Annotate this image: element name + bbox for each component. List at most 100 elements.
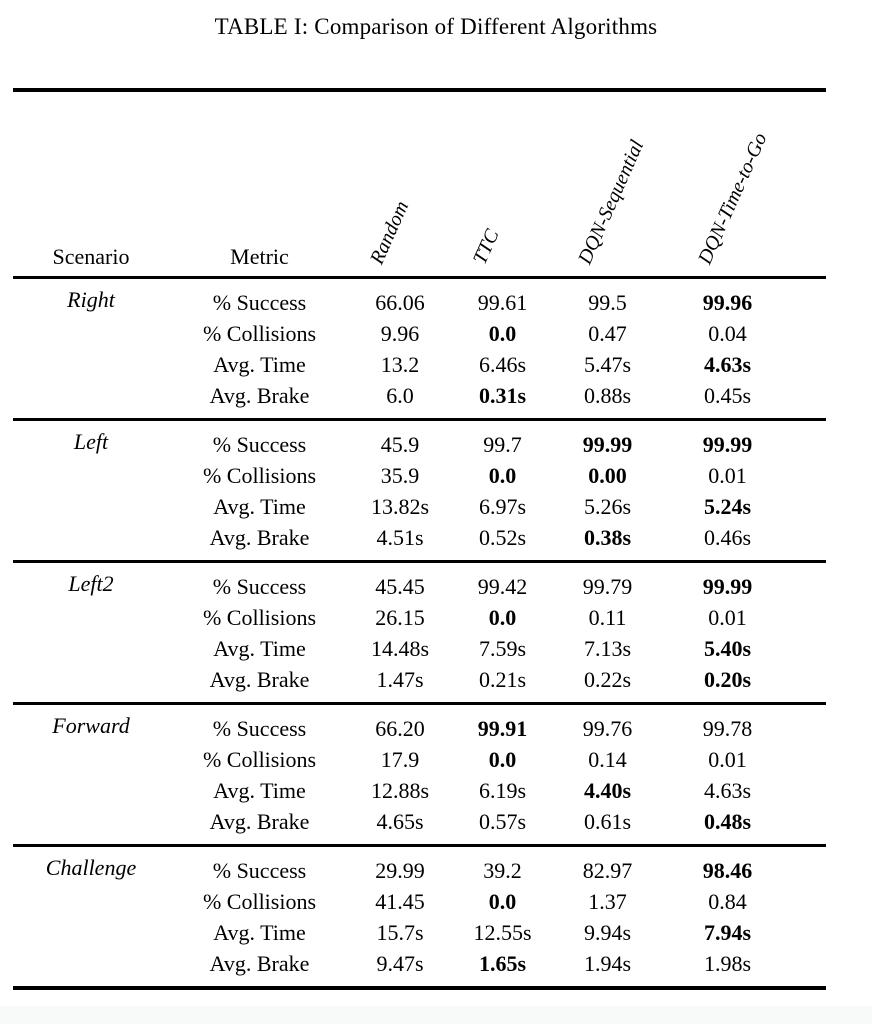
value-cell: 9.94s bbox=[583, 919, 632, 945]
value-cell: 13.82s bbox=[370, 493, 430, 519]
metric-label: % Success bbox=[212, 573, 307, 599]
value-cell: 4.65s bbox=[376, 808, 424, 834]
metric-label: % Success bbox=[212, 289, 307, 315]
scenario-label: Left bbox=[73, 429, 109, 454]
metric-label: % Collisions bbox=[202, 746, 317, 772]
scenario-label: Left2 bbox=[68, 571, 114, 596]
value-cell: 41.45 bbox=[375, 888, 425, 914]
scenario-label: Challenge bbox=[45, 855, 137, 880]
metric-label: % Success bbox=[212, 715, 307, 741]
value-cell: 0.21s bbox=[478, 666, 527, 692]
value-cell: 6.19s bbox=[478, 777, 527, 803]
value-cell: 0.0 bbox=[488, 604, 517, 630]
metric-label: % Success bbox=[212, 857, 307, 883]
value-cell: 99.78 bbox=[702, 715, 753, 741]
value-cell: 0.57s bbox=[478, 808, 527, 834]
scenario-label: Right bbox=[67, 287, 115, 312]
value-cell: 0.0 bbox=[488, 888, 517, 914]
value-cell: 45.45 bbox=[375, 573, 425, 599]
value-cell: 99.5 bbox=[588, 289, 627, 315]
table-row: Left2 % Success 45.45 99.42 99.79 99.99 bbox=[13, 562, 826, 603]
value-cell: 14.48s bbox=[370, 635, 430, 661]
table-row: Avg. Time 14.48s 7.59s 7.13s 5.40s bbox=[13, 633, 826, 664]
table-header: Scenario Metric Random TTC DQN-Sequentia… bbox=[13, 90, 826, 278]
table-row: Avg. Time 12.88s 6.19s 4.40s 4.63s bbox=[13, 775, 826, 806]
value-cell: 99.99 bbox=[702, 431, 753, 457]
value-cell: 0.11 bbox=[588, 604, 627, 630]
algorithm-column-header-random: Random bbox=[350, 90, 450, 278]
table-row: Avg. Brake 4.65s 0.57s 0.61s 0.48s bbox=[13, 806, 826, 846]
value-cell: 0.48s bbox=[703, 808, 752, 834]
value-cell: 9.96 bbox=[380, 320, 420, 346]
algorithm-column-header-dqn-time-to-go: DQN-Time-to-Go bbox=[660, 90, 795, 278]
table-row: % Collisions 26.15 0.0 0.11 0.01 bbox=[13, 602, 826, 633]
table-row: Avg. Time 13.2 6.46s 5.47s 4.63s bbox=[13, 349, 826, 380]
value-cell: 45.9 bbox=[380, 431, 420, 457]
value-cell: 1.37 bbox=[588, 888, 627, 914]
metric-label: Avg. Brake bbox=[209, 382, 310, 408]
value-cell: 0.31s bbox=[478, 382, 527, 408]
spacer-column-header bbox=[795, 90, 826, 278]
value-cell: 6.97s bbox=[478, 493, 527, 519]
value-cell: 66.20 bbox=[375, 715, 425, 741]
value-cell: 99.79 bbox=[582, 573, 633, 599]
value-cell: 0.00 bbox=[588, 462, 627, 488]
value-cell: 6.0 bbox=[386, 382, 414, 408]
value-cell: 5.47s bbox=[583, 351, 632, 377]
algorithm-column-header-ttc: TTC bbox=[450, 90, 555, 278]
value-cell: 1.47s bbox=[376, 666, 424, 692]
scenario-column-header: Scenario bbox=[52, 244, 130, 269]
table-row: Challenge % Success 29.99 39.2 82.97 98.46 bbox=[13, 846, 826, 887]
value-cell: 0.01 bbox=[708, 462, 747, 488]
value-cell: 0.20s bbox=[703, 666, 752, 692]
value-cell: 7.94s bbox=[703, 919, 752, 945]
value-cell: 0.47 bbox=[588, 320, 627, 346]
value-cell: 66.06 bbox=[375, 289, 425, 315]
value-cell: 35.9 bbox=[380, 462, 420, 488]
table-row: Avg. Brake 9.47s 1.65s 1.94s 1.98s bbox=[13, 948, 826, 988]
scenario-label: Forward bbox=[52, 713, 130, 738]
metric-label: % Collisions bbox=[202, 462, 317, 488]
value-cell: 98.46 bbox=[702, 857, 753, 883]
value-cell: 29.99 bbox=[375, 857, 425, 883]
section-left: Left % Success 45.9 99.7 99.99 99.99 % Collisi… bbox=[13, 420, 826, 562]
metric-label: Avg. Brake bbox=[209, 666, 310, 692]
value-cell: 0.84 bbox=[708, 888, 747, 914]
algorithm-header-label: Random bbox=[365, 197, 414, 268]
value-cell: 0.46s bbox=[703, 524, 752, 550]
table-row: % Collisions 17.9 0.0 0.14 0.01 bbox=[13, 744, 826, 775]
value-cell: 0.52s bbox=[478, 524, 527, 550]
metric-label: Avg. Time bbox=[213, 635, 306, 661]
algorithm-column-header-dqn-sequential: DQN-Sequential bbox=[555, 90, 660, 278]
metric-label: % Collisions bbox=[202, 888, 317, 914]
metric-label: Avg. Brake bbox=[209, 808, 310, 834]
value-cell: 9.47s bbox=[376, 950, 424, 976]
value-cell: 0.04 bbox=[708, 320, 747, 346]
algorithm-header-label: DQN-Sequential bbox=[573, 136, 648, 268]
value-cell: 82.97 bbox=[582, 857, 633, 883]
value-cell: 0.14 bbox=[588, 746, 627, 772]
value-cell: 0.22s bbox=[583, 666, 632, 692]
table-row: Left % Success 45.9 99.7 99.99 99.99 bbox=[13, 420, 826, 461]
value-cell: 99.7 bbox=[483, 431, 522, 457]
value-cell: 15.7s bbox=[376, 919, 424, 945]
value-cell: 99.42 bbox=[477, 573, 528, 599]
comparison-table: Scenario Metric Random TTC DQN-Sequentia… bbox=[13, 88, 826, 990]
value-cell: 99.61 bbox=[477, 289, 528, 315]
metric-label: Avg. Time bbox=[213, 777, 306, 803]
table-row: Avg. Brake 1.47s 0.21s 0.22s 0.20s bbox=[13, 664, 826, 704]
metric-label: Avg. Brake bbox=[209, 524, 310, 550]
section-forward: Forward % Success 66.20 99.91 99.76 99.78 % Co… bbox=[13, 704, 826, 846]
value-cell: 13.2 bbox=[380, 351, 420, 377]
value-cell: 26.15 bbox=[375, 604, 425, 630]
section-left2: Left2 % Success 45.45 99.42 99.79 99.99 % Coll… bbox=[13, 562, 826, 704]
metric-label: Avg. Time bbox=[213, 351, 306, 377]
value-cell: 0.01 bbox=[708, 746, 747, 772]
value-cell: 7.59s bbox=[478, 635, 527, 661]
value-cell: 99.91 bbox=[477, 715, 528, 741]
value-cell: 5.26s bbox=[583, 493, 632, 519]
value-cell: 5.24s bbox=[703, 493, 752, 519]
table-row: Avg. Time 15.7s 12.55s 9.94s 7.94s bbox=[13, 917, 826, 948]
header-row: Scenario Metric Random TTC DQN-Sequentia… bbox=[13, 90, 826, 278]
